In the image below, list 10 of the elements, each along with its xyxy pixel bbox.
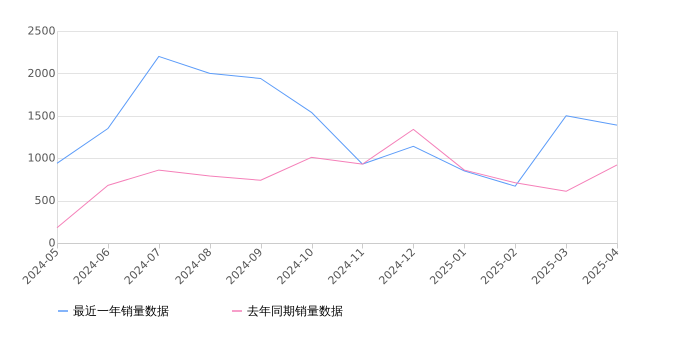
line-series	[56, 56, 618, 187]
y-tick-label: 500	[34, 194, 56, 208]
y-tick-label: 2000	[28, 66, 56, 80]
legend-label: 去年同期销量数据	[247, 304, 343, 318]
y-tick-label: 1500	[28, 109, 56, 122]
y-tick-label: 2500	[28, 24, 56, 38]
legend-label: 最近一年销量数据	[73, 304, 169, 318]
y-tick-label: 1000	[28, 152, 56, 165]
line-series	[56, 128, 618, 228]
y-tick-label: 0	[48, 236, 56, 250]
